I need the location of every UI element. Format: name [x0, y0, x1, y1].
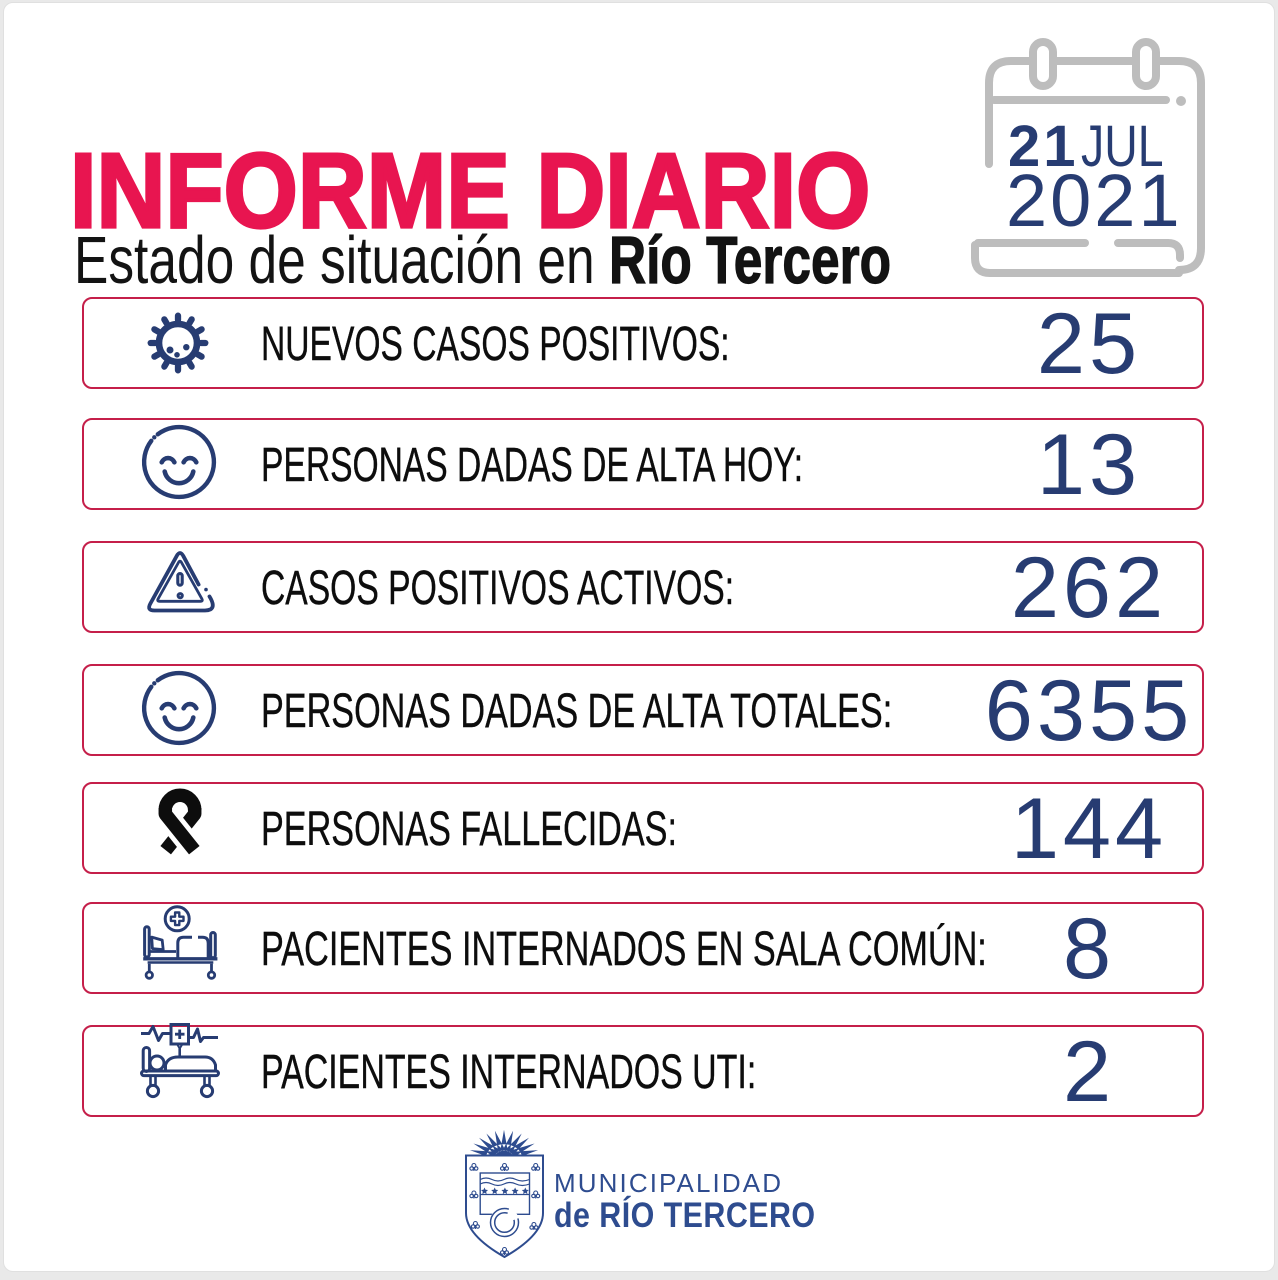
- svg-text:21: 21: [1008, 114, 1079, 179]
- svg-text:2021: 2021: [1006, 159, 1183, 242]
- svg-text:JUL: JUL: [1081, 114, 1164, 179]
